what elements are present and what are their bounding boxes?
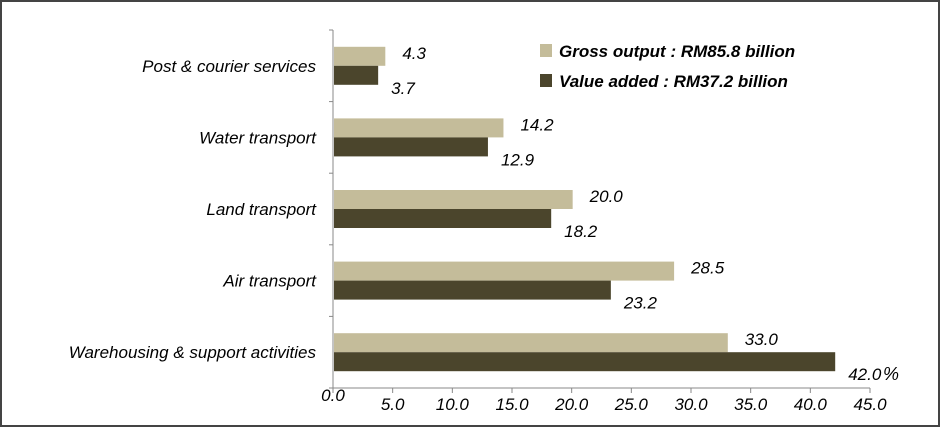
bar-value-added	[334, 352, 836, 372]
category-label: Post & courier services	[142, 57, 316, 76]
data-label: 42.0	[848, 365, 882, 384]
category-label: Warehousing & support activities	[69, 343, 317, 362]
data-label: 4.3	[402, 44, 426, 63]
x-tick-label: 0.0	[321, 386, 345, 405]
x-tick-label: 40.0	[794, 395, 828, 414]
bar-gross-output	[334, 190, 573, 209]
x-tick-label: 10.0	[436, 395, 470, 414]
data-label: 20.0	[589, 187, 624, 206]
bar-value-added	[334, 280, 611, 300]
data-label: 3.7	[391, 79, 415, 98]
bar-gross-output	[334, 333, 728, 353]
bar-gross-output	[334, 46, 386, 66]
x-tick-label: 15.0	[495, 395, 529, 414]
bar-value-added	[334, 65, 379, 85]
legend-swatch	[540, 44, 552, 57]
legend-label: Value added : RM37.2 billion	[559, 72, 788, 91]
legend-label: Gross output : RM85.8 billion	[559, 42, 795, 61]
x-tick-label: 30.0	[674, 395, 708, 414]
data-label: 18.2	[564, 222, 598, 241]
bar-gross-output	[334, 118, 504, 138]
data-label: 14.2	[520, 115, 554, 134]
x-tick-label: 25.0	[614, 395, 649, 414]
x-axis-label: %	[883, 364, 899, 384]
x-tick-label: 20.0	[554, 395, 589, 414]
data-label: 23.2	[623, 294, 658, 313]
bar-value-added	[334, 209, 552, 228]
data-label: 12.9	[501, 150, 535, 169]
x-tick-label: 45.0	[853, 395, 887, 414]
bar-value-added	[334, 137, 488, 157]
bar-gross-output	[334, 261, 675, 281]
legend-swatch	[540, 74, 552, 87]
x-tick-label: 5.0	[381, 395, 405, 414]
category-label: Air transport	[222, 272, 317, 291]
category-label: Water transport	[199, 128, 317, 147]
data-label: 28.5	[690, 259, 725, 278]
data-label: 33.0	[745, 330, 779, 349]
x-tick-label: 35.0	[734, 395, 768, 414]
category-label: Land transport	[206, 200, 317, 219]
